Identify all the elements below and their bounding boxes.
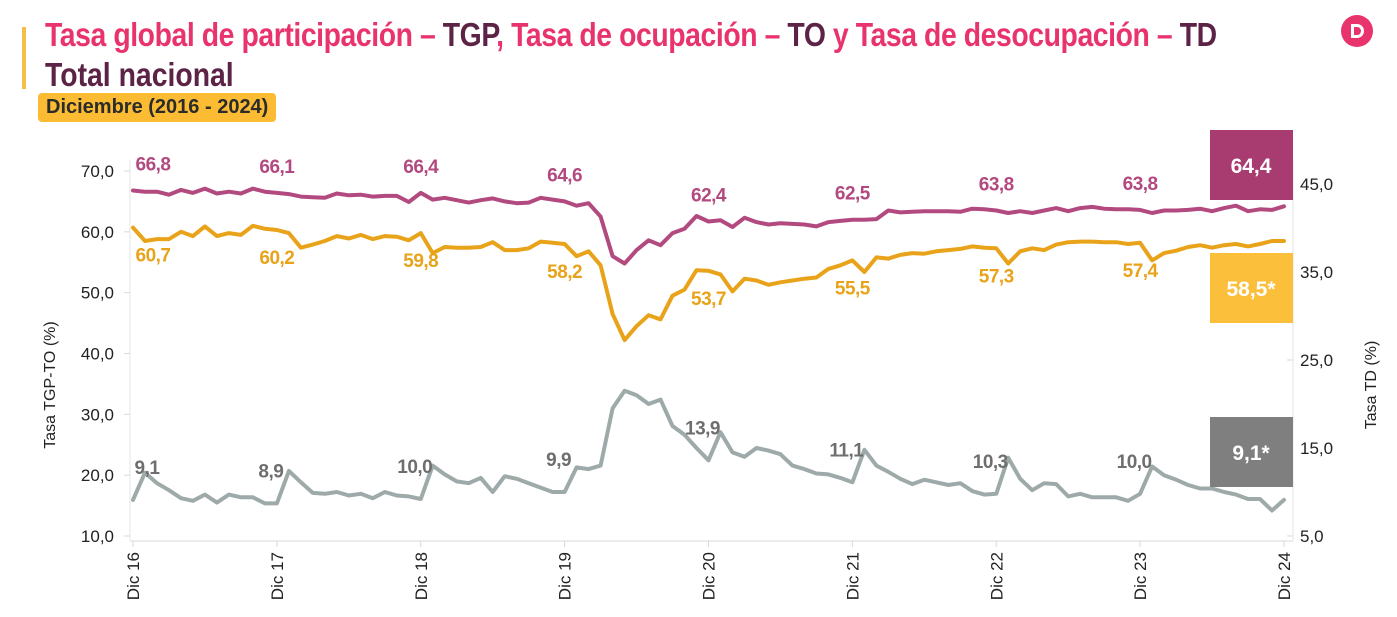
x-tick-label: Dic 16 [124,552,143,600]
td-data-label: 11,1 [829,440,864,461]
to-line [131,223,1286,343]
tgp-data-label: 62,5 [835,184,871,205]
td-data-label: 10,3 [973,452,1008,473]
to-data-label: 59,8 [403,251,438,272]
title-part: TGP [442,16,497,53]
right-tick-label: 25,0 [1300,351,1333,370]
title-part: , Tasa de ocupación – [496,16,788,53]
td-last-value-box [1210,417,1293,487]
to-data-label: 58,2 [547,262,582,283]
left-tick-label: 40,0 [81,345,114,364]
td-data-label: 10,0 [397,457,432,478]
right-tick-label: 35,0 [1300,263,1333,282]
x-tick-label: Dic 21 [843,552,862,600]
x-tick-label: Dic 24 [1275,552,1294,600]
title-accent-bar [22,27,26,89]
x-tick-label: Dic 23 [1131,552,1150,600]
tgp-data-label: 62,4 [691,185,727,206]
right-axis-title: Tasa TD (%) [1363,341,1380,430]
left-tick-label: 10,0 [81,527,114,546]
right-tick-label: 15,0 [1300,439,1333,458]
to-data-label: 60,7 [136,246,171,267]
left-tick-label: 50,0 [81,284,114,303]
td-data-label: 9,9 [546,450,571,471]
to-data-label: 60,2 [259,248,294,269]
dane-logo-icon [1341,15,1373,47]
tgp-line [131,186,1286,266]
to-data-label: 57,4 [1123,261,1159,282]
tgp-data-label: 63,8 [1123,174,1158,195]
left-tick-label: 70,0 [81,162,114,181]
left-tick-label: 30,0 [81,405,114,424]
td-data-label: 13,9 [685,418,720,439]
left-tick-label: 20,0 [81,466,114,485]
to-last-value-box [1210,253,1293,323]
period-badge: Diciembre (2016 - 2024) [38,93,277,122]
td-data-label: 8,9 [258,461,283,482]
chart-title: Tasa global de participación – TGP, Tasa… [45,18,1217,52]
right-tick-label: 5,0 [1300,527,1324,546]
to-data-label: 57,3 [979,266,1014,287]
tgp-data-label: 66,8 [136,154,171,175]
td-line [131,388,1286,513]
left-tick-label: 60,0 [81,223,114,242]
title-part: Tasa global de participación – [45,16,443,53]
right-tick-label: 45,0 [1300,175,1333,194]
title-part: TO [787,16,826,53]
tgp-data-label: 63,8 [979,175,1014,196]
left-axis-title: Tasa TGP-TO (%) [42,321,59,448]
chart-subtitle: Total nacional [45,56,234,93]
tgp-data-label: 64,6 [547,165,582,186]
x-tick-label: Dic 18 [412,552,431,600]
to-data-label: 55,5 [835,278,871,299]
td-last-value: 9,1* [1232,442,1270,465]
tgp-last-value: 64,4 [1231,155,1272,178]
x-tick-label: Dic 17 [268,552,287,600]
to-last-value: 58,5* [1226,278,1276,301]
tgp-data-label: 66,1 [259,157,295,178]
tgp-data-label: 66,4 [403,157,439,178]
td-data-label: 10,0 [1117,452,1152,473]
x-tick-label: Dic 20 [700,552,719,600]
title-part: y Tasa de desocupación – [825,16,1180,53]
x-tick-label: Dic 19 [556,552,575,600]
to-data-label: 53,7 [691,289,726,310]
title-part: TD [1179,16,1217,53]
td-data-label: 9,1 [135,458,161,479]
tgp-last-value-box [1210,130,1293,200]
x-tick-label: Dic 22 [987,552,1006,600]
